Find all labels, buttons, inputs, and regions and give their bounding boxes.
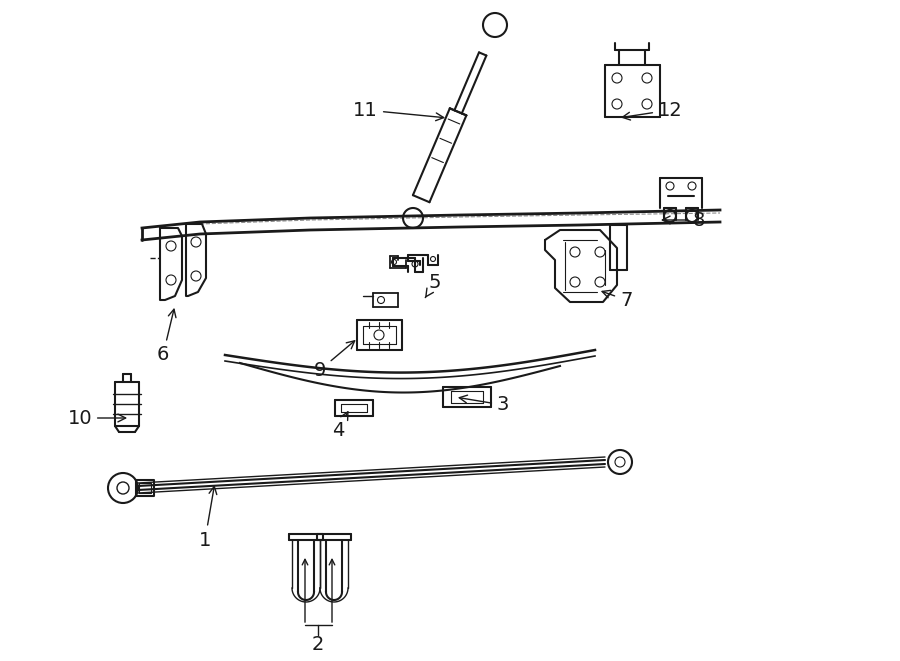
Text: 4: 4 xyxy=(332,412,348,440)
Text: 1: 1 xyxy=(199,486,217,549)
Text: 8: 8 xyxy=(662,210,706,229)
Text: 2: 2 xyxy=(311,635,324,654)
Text: 9: 9 xyxy=(314,341,355,379)
Text: 3: 3 xyxy=(459,395,509,414)
Text: 10: 10 xyxy=(68,408,126,428)
Text: 6: 6 xyxy=(157,309,176,364)
Text: 12: 12 xyxy=(622,100,683,120)
Text: 7: 7 xyxy=(602,290,633,309)
Text: 5: 5 xyxy=(426,274,441,297)
Text: 11: 11 xyxy=(353,100,444,121)
